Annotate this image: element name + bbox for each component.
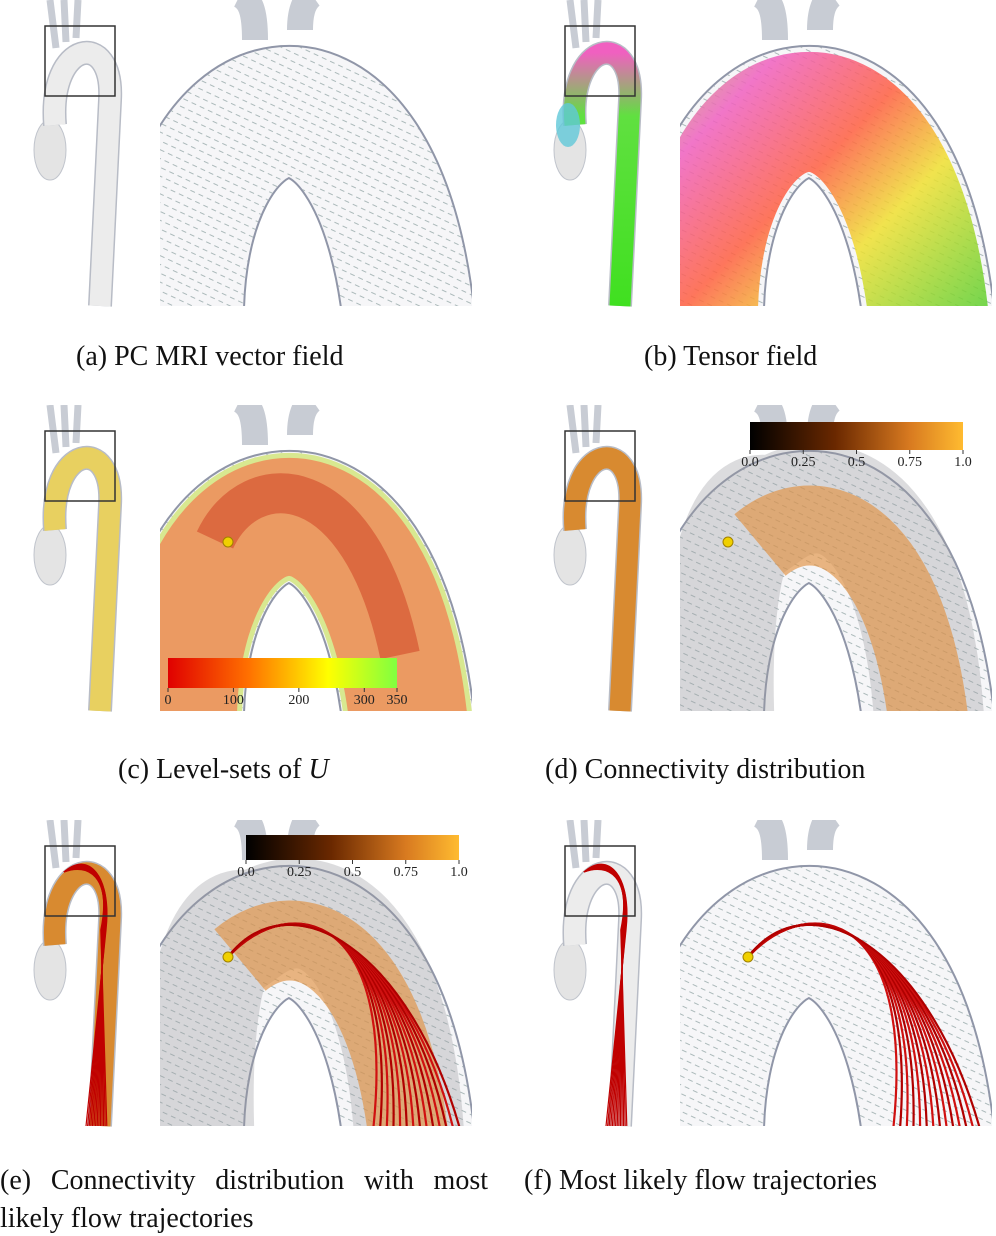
colorbar-tick-label: 0.75 (394, 865, 419, 880)
thumb-trajectory (583, 868, 628, 1127)
colorbar-tick-label: 100 (223, 693, 244, 708)
caption: (a) PC MRI vector field (76, 338, 344, 376)
zoom-box (564, 25, 636, 97)
vessel-branch (566, 820, 602, 869)
trajectory (227, 923, 461, 1126)
caption-text: Tensor field (683, 341, 818, 372)
zoom-box (564, 845, 636, 917)
level-set-inner (196, 473, 420, 660)
caption-label: (c) (118, 754, 150, 785)
caption: (f) Most likely flow trajectories (524, 1162, 877, 1200)
heart (33, 939, 67, 1001)
thumb-vessel (44, 42, 121, 307)
thumb-vessel (44, 447, 121, 712)
thumb-vessel (564, 447, 641, 712)
vessel-branch (233, 405, 321, 446)
seed-point (742, 951, 754, 963)
colorbar-tick-label: 0.5 (848, 455, 866, 470)
caption-text: Most likely flow trajectories (558, 1165, 878, 1196)
vessel-branch (566, 0, 602, 49)
caption-label: (b) (644, 341, 677, 372)
vessel-branch (46, 405, 82, 454)
vessel-branch (753, 820, 841, 861)
colorbar-tick-label: 350 (387, 693, 408, 708)
colorbar-tick-label: 0.75 (898, 455, 923, 470)
zoom-view (680, 820, 992, 1126)
vector-field (160, 47, 472, 306)
colorbar-tick-label: 0.5 (344, 865, 362, 880)
caption: (b) Tensor field (644, 338, 817, 376)
trajectory (747, 923, 981, 1126)
caption: (e) Connectivity distribution with most … (0, 1162, 488, 1236)
zoom-box (44, 430, 116, 502)
vessel-branch (46, 0, 82, 49)
zoom-box (44, 845, 116, 917)
seed-point (722, 536, 734, 548)
panel-image (33, 0, 472, 307)
seed-point (222, 951, 234, 963)
colorbar (750, 422, 963, 450)
thumb-vessel (44, 862, 121, 1127)
caption: (d) Connectivity distribution (545, 751, 865, 789)
panel-image (553, 820, 992, 1127)
thumb-vessel (564, 862, 641, 1127)
zoom-view (160, 0, 472, 306)
panel-image: 0.0 0.25 0.5 0.75 1.0 (553, 405, 992, 712)
caption-text: PC MRI vector field (114, 341, 344, 372)
zoom-box (564, 430, 636, 502)
caption-label: (a) (76, 341, 108, 372)
caption-text: Connectivity distribution with most like… (0, 1165, 489, 1234)
colorbar-tick-label: 200 (288, 693, 309, 708)
panel-image: 0 100 200 300 350 (33, 405, 472, 712)
zoom-view (680, 0, 992, 306)
colorbar (246, 835, 459, 860)
vessel-branch (46, 820, 82, 869)
tensor-field (680, 52, 988, 306)
caption-label: (d) (545, 754, 578, 785)
heart (553, 939, 587, 1001)
connectivity (734, 485, 968, 711)
caption-text: Level-sets of (156, 754, 302, 785)
seed-point (222, 536, 234, 548)
colorbar (168, 658, 397, 688)
caption-variable: U (308, 754, 329, 785)
thumb-trajectory (63, 868, 108, 1127)
panel-image (553, 0, 992, 307)
colorbar-tick-label: 1.0 (954, 455, 972, 470)
colorbar-tick-label: 1.0 (450, 865, 468, 880)
zoom-box (44, 25, 116, 97)
thumb-vessel (564, 42, 641, 307)
heart (33, 524, 67, 586)
caption-label: (e) (0, 1165, 32, 1196)
colorbar-tick-label: 0.25 (791, 455, 816, 470)
colorbar-tick-label: 0.0 (237, 865, 255, 880)
caption: (c) Level-sets of U (118, 751, 329, 789)
vessel-branch (233, 0, 321, 41)
heart (33, 119, 67, 181)
colorbar-tick-label: 0.25 (287, 865, 312, 880)
colorbar-tick-label: 0.0 (741, 455, 759, 470)
heart (553, 524, 587, 586)
caption-label: (f) (524, 1165, 552, 1196)
vessel-branch (566, 405, 602, 454)
vessel-branch (753, 0, 841, 41)
zoom-view (680, 405, 992, 711)
zoom-view (160, 820, 472, 1126)
tensor-blob (556, 103, 580, 147)
panel-image: 0.0 0.25 0.5 0.75 1.0 (33, 820, 472, 1127)
colorbar-tick-label: 0 (165, 693, 172, 708)
colorbar-tick-label: 300 (354, 693, 375, 708)
caption-text: Connectivity distribution (584, 754, 866, 785)
